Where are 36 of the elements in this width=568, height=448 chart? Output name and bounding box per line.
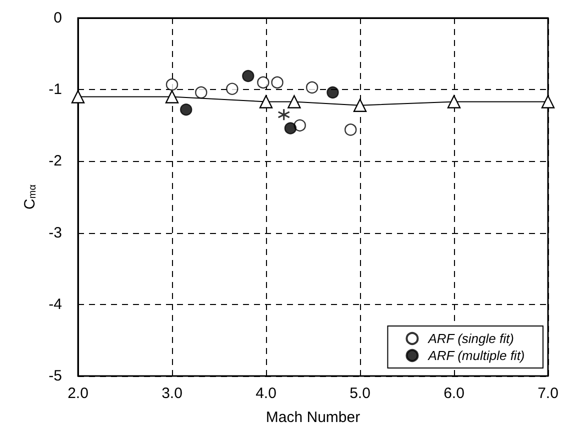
x-tick-label: 3.0 [162, 385, 182, 402]
x-axis-title: Mach Number [266, 409, 360, 426]
y-tick-label: -1 [48, 81, 62, 98]
point [259, 95, 273, 108]
point [242, 70, 254, 82]
point [541, 95, 555, 108]
x-tick-label: 5.0 [350, 385, 370, 402]
x-tick-label: 7.0 [538, 385, 558, 402]
y-tick-label: -3 [48, 224, 62, 242]
point [294, 119, 306, 132]
point [195, 86, 208, 99]
y-tick-label: -2 [48, 152, 62, 170]
point [326, 86, 339, 99]
point [271, 76, 284, 89]
point [284, 122, 297, 134]
legend-label: ARF (single fit) [427, 331, 514, 346]
x-tick-label: 2.0 [68, 385, 88, 402]
y-tick-label: -4 [48, 296, 62, 313]
point [71, 90, 85, 104]
point [278, 108, 290, 121]
legend-label: ARF (multiple fit) [427, 348, 525, 363]
point [166, 78, 178, 91]
point [180, 104, 192, 116]
point [257, 76, 270, 89]
point [288, 95, 301, 108]
x-tick-label: 6.0 [444, 385, 464, 402]
y-tick-label: 0 [54, 10, 62, 26]
x-tick-label: 4.0 [256, 385, 276, 402]
point [306, 81, 318, 94]
y-axis-title: Cmα [21, 184, 38, 210]
point [344, 124, 357, 136]
point [165, 90, 179, 104]
point [447, 95, 461, 108]
y-tick-label: -5 [48, 368, 62, 384]
point [353, 98, 367, 112]
point [226, 82, 238, 95]
